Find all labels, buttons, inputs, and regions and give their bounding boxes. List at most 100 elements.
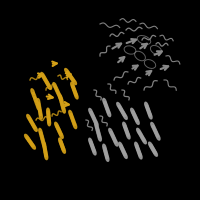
Ellipse shape xyxy=(93,117,97,123)
Ellipse shape xyxy=(138,131,142,137)
Ellipse shape xyxy=(42,75,46,81)
Ellipse shape xyxy=(114,140,118,146)
Ellipse shape xyxy=(152,125,156,131)
Ellipse shape xyxy=(125,127,128,134)
Ellipse shape xyxy=(150,144,154,150)
Ellipse shape xyxy=(149,142,153,148)
Ellipse shape xyxy=(142,138,146,144)
Ellipse shape xyxy=(113,137,117,143)
Ellipse shape xyxy=(38,106,41,112)
Ellipse shape xyxy=(103,147,107,153)
Ellipse shape xyxy=(57,127,61,133)
Ellipse shape xyxy=(151,146,155,152)
Ellipse shape xyxy=(135,142,138,148)
Ellipse shape xyxy=(73,87,76,94)
Ellipse shape xyxy=(47,117,50,123)
Ellipse shape xyxy=(32,123,36,129)
Ellipse shape xyxy=(123,152,127,158)
Ellipse shape xyxy=(30,120,34,126)
Ellipse shape xyxy=(67,71,71,77)
Ellipse shape xyxy=(40,135,44,141)
Ellipse shape xyxy=(106,107,110,114)
Ellipse shape xyxy=(28,139,32,145)
Ellipse shape xyxy=(60,97,63,104)
Ellipse shape xyxy=(46,81,50,87)
Ellipse shape xyxy=(153,128,157,134)
Ellipse shape xyxy=(40,131,43,138)
Ellipse shape xyxy=(91,114,95,120)
Ellipse shape xyxy=(103,98,106,105)
Ellipse shape xyxy=(110,131,114,137)
Ellipse shape xyxy=(121,147,125,153)
Ellipse shape xyxy=(59,132,63,138)
Ellipse shape xyxy=(96,125,99,132)
Ellipse shape xyxy=(39,113,42,119)
Ellipse shape xyxy=(106,155,109,161)
Ellipse shape xyxy=(69,110,72,117)
Ellipse shape xyxy=(89,108,93,114)
Ellipse shape xyxy=(103,144,106,151)
Ellipse shape xyxy=(33,126,37,131)
Ellipse shape xyxy=(58,130,62,136)
Ellipse shape xyxy=(156,134,160,140)
Ellipse shape xyxy=(70,76,75,82)
Ellipse shape xyxy=(72,119,76,126)
Ellipse shape xyxy=(57,92,61,98)
Ellipse shape xyxy=(44,148,47,154)
Ellipse shape xyxy=(44,150,47,157)
Ellipse shape xyxy=(94,120,98,126)
Ellipse shape xyxy=(59,94,62,101)
Ellipse shape xyxy=(134,116,138,122)
Ellipse shape xyxy=(90,111,94,117)
Ellipse shape xyxy=(119,142,122,148)
Ellipse shape xyxy=(117,102,121,108)
Ellipse shape xyxy=(61,145,65,151)
Ellipse shape xyxy=(126,130,129,136)
Ellipse shape xyxy=(73,122,77,129)
Ellipse shape xyxy=(72,79,76,85)
Ellipse shape xyxy=(136,145,139,151)
Ellipse shape xyxy=(37,102,40,109)
Ellipse shape xyxy=(41,138,45,144)
Ellipse shape xyxy=(74,90,77,96)
Ellipse shape xyxy=(92,146,95,152)
Ellipse shape xyxy=(61,104,65,110)
Ellipse shape xyxy=(105,152,108,159)
Ellipse shape xyxy=(141,136,145,141)
Ellipse shape xyxy=(59,140,63,146)
Ellipse shape xyxy=(31,144,35,149)
Ellipse shape xyxy=(60,101,64,107)
Ellipse shape xyxy=(34,96,37,102)
Ellipse shape xyxy=(123,122,126,128)
Ellipse shape xyxy=(27,114,31,120)
Ellipse shape xyxy=(139,133,144,139)
Ellipse shape xyxy=(47,114,50,120)
Ellipse shape xyxy=(135,118,139,124)
Ellipse shape xyxy=(95,122,98,129)
Ellipse shape xyxy=(75,93,78,99)
Ellipse shape xyxy=(138,150,141,156)
Ellipse shape xyxy=(28,117,32,123)
Ellipse shape xyxy=(26,137,31,142)
Ellipse shape xyxy=(98,135,101,141)
Ellipse shape xyxy=(43,145,46,151)
Ellipse shape xyxy=(97,132,101,138)
Ellipse shape xyxy=(71,116,74,123)
Ellipse shape xyxy=(25,134,29,140)
Ellipse shape xyxy=(137,147,140,154)
Ellipse shape xyxy=(53,83,57,89)
Ellipse shape xyxy=(89,138,92,144)
Ellipse shape xyxy=(131,108,134,114)
Ellipse shape xyxy=(153,150,157,156)
Ellipse shape xyxy=(133,113,137,119)
Ellipse shape xyxy=(90,141,93,147)
Ellipse shape xyxy=(111,134,115,140)
Ellipse shape xyxy=(155,131,159,137)
Ellipse shape xyxy=(72,85,75,91)
Ellipse shape xyxy=(32,93,36,99)
Ellipse shape xyxy=(124,125,127,131)
Ellipse shape xyxy=(105,104,108,111)
Ellipse shape xyxy=(70,113,73,120)
Ellipse shape xyxy=(59,96,63,102)
Ellipse shape xyxy=(71,82,74,88)
